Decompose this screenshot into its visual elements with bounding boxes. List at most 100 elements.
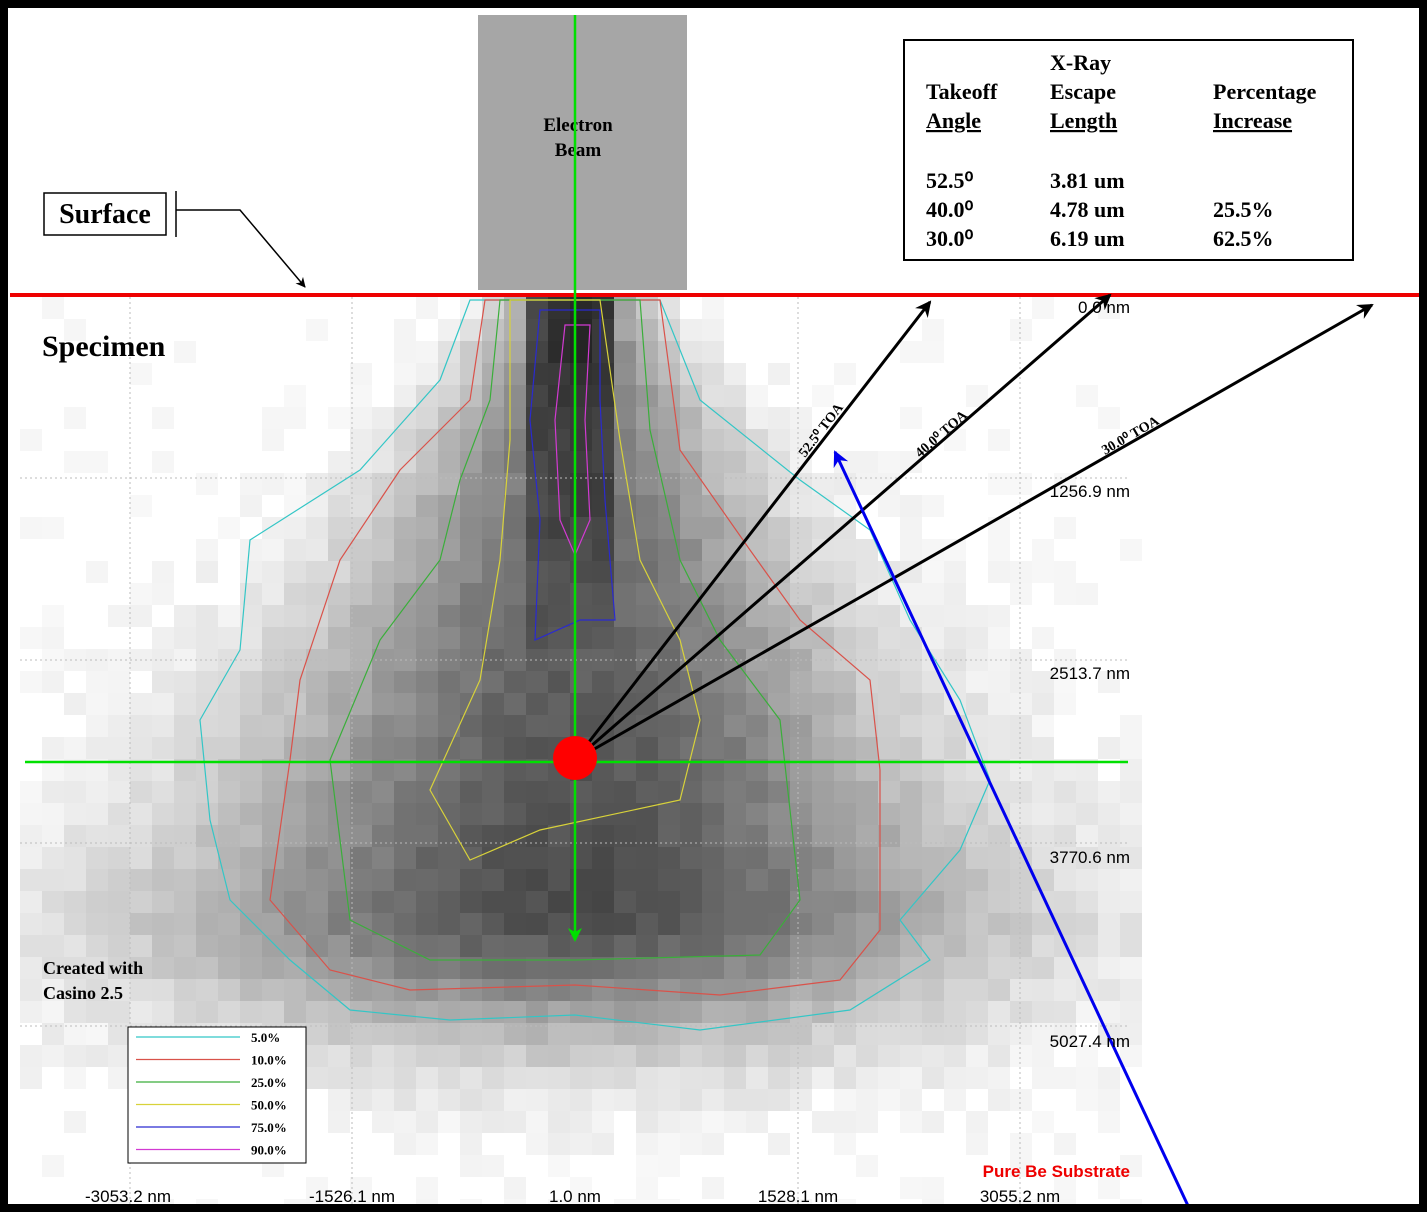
heat-cell — [680, 935, 702, 957]
heat-cell — [900, 407, 922, 429]
heat-cell — [306, 913, 328, 935]
heat-cell — [306, 1067, 328, 1089]
heat-cell — [790, 1089, 812, 1111]
heat-cell — [416, 297, 438, 319]
heat-cell — [526, 1001, 548, 1023]
heat-cell — [394, 781, 416, 803]
specimen-label: Specimen — [42, 330, 166, 363]
heat-cell — [306, 847, 328, 869]
heat-cell — [658, 517, 680, 539]
heat-cell — [372, 1023, 394, 1045]
heat-cell — [768, 627, 790, 649]
heat-cell — [1120, 979, 1142, 1001]
heat-cell — [878, 671, 900, 693]
heat-cell — [988, 517, 1010, 539]
heat-cell — [460, 561, 482, 583]
heat-cell — [680, 319, 702, 341]
heat-cell — [592, 671, 614, 693]
heat-cell — [614, 605, 636, 627]
heat-cell — [218, 1001, 240, 1023]
heat-cell — [372, 495, 394, 517]
heat-cell — [724, 1023, 746, 1045]
heat-cell — [1098, 825, 1120, 847]
heat-cell — [350, 715, 372, 737]
heat-cell — [944, 605, 966, 627]
heat-cell — [350, 429, 372, 451]
heat-cell — [416, 847, 438, 869]
heat-cell — [548, 869, 570, 891]
heat-cell — [504, 407, 526, 429]
heat-cell — [900, 1067, 922, 1089]
heat-cell — [1098, 979, 1120, 1001]
heat-cell — [240, 957, 262, 979]
heat-cell — [966, 1133, 988, 1155]
heat-cell — [790, 693, 812, 715]
heat-cell — [526, 847, 548, 869]
heat-cell — [966, 869, 988, 891]
heat-cell — [1098, 737, 1120, 759]
heat-cell — [20, 517, 42, 539]
heat-cell — [570, 979, 592, 1001]
heat-cell — [988, 561, 1010, 583]
heat-cell — [878, 1001, 900, 1023]
heat-cell — [768, 517, 790, 539]
heat-cell — [482, 957, 504, 979]
heat-cell — [482, 473, 504, 495]
heat-cell — [570, 781, 592, 803]
heat-cell — [1010, 803, 1032, 825]
heat-cell — [878, 737, 900, 759]
heat-cell — [460, 429, 482, 451]
heat-cell — [658, 539, 680, 561]
heat-cell — [658, 1067, 680, 1089]
heat-cell — [416, 693, 438, 715]
heat-cell — [372, 891, 394, 913]
heat-cell — [746, 803, 768, 825]
heat-cell — [790, 737, 812, 759]
heat-cell — [108, 891, 130, 913]
heat-cell — [438, 649, 460, 671]
heat-cell — [218, 957, 240, 979]
heat-cell — [504, 1001, 526, 1023]
heat-cell — [834, 781, 856, 803]
heat-cell — [394, 1111, 416, 1133]
heat-cell — [20, 825, 42, 847]
heat-cell — [768, 781, 790, 803]
heat-cell — [746, 1067, 768, 1089]
heat-cell — [42, 1001, 64, 1023]
heat-cell — [658, 847, 680, 869]
heat-cell — [350, 561, 372, 583]
heat-cell — [482, 539, 504, 561]
heat-map — [20, 297, 1142, 1212]
heat-cell — [1032, 693, 1054, 715]
heat-cell — [922, 319, 944, 341]
heat-cell — [306, 803, 328, 825]
heat-cell — [306, 319, 328, 341]
heat-cell — [614, 869, 636, 891]
heat-cell — [768, 715, 790, 737]
heat-cell — [856, 627, 878, 649]
heat-cell — [174, 693, 196, 715]
heat-cell — [1120, 935, 1142, 957]
heat-cell — [900, 847, 922, 869]
heat-cell — [130, 605, 152, 627]
heat-cell — [592, 979, 614, 1001]
heat-cell — [702, 715, 724, 737]
heat-cell — [966, 1067, 988, 1089]
heat-cell — [394, 341, 416, 363]
heat-cell — [416, 451, 438, 473]
heat-cell — [350, 539, 372, 561]
heat-cell — [1032, 825, 1054, 847]
heat-cell — [372, 825, 394, 847]
heat-cell — [86, 913, 108, 935]
heat-cell — [570, 1133, 592, 1155]
heat-cell — [768, 803, 790, 825]
heat-cell — [592, 473, 614, 495]
heat-cell — [64, 1111, 86, 1133]
substrate-label: Pure Be Substrate — [983, 1162, 1130, 1181]
heat-cell — [922, 913, 944, 935]
heat-cell — [196, 605, 218, 627]
heat-cell — [724, 1067, 746, 1089]
heat-cell — [680, 451, 702, 473]
heat-cell — [196, 979, 218, 1001]
heat-cell — [658, 1045, 680, 1067]
